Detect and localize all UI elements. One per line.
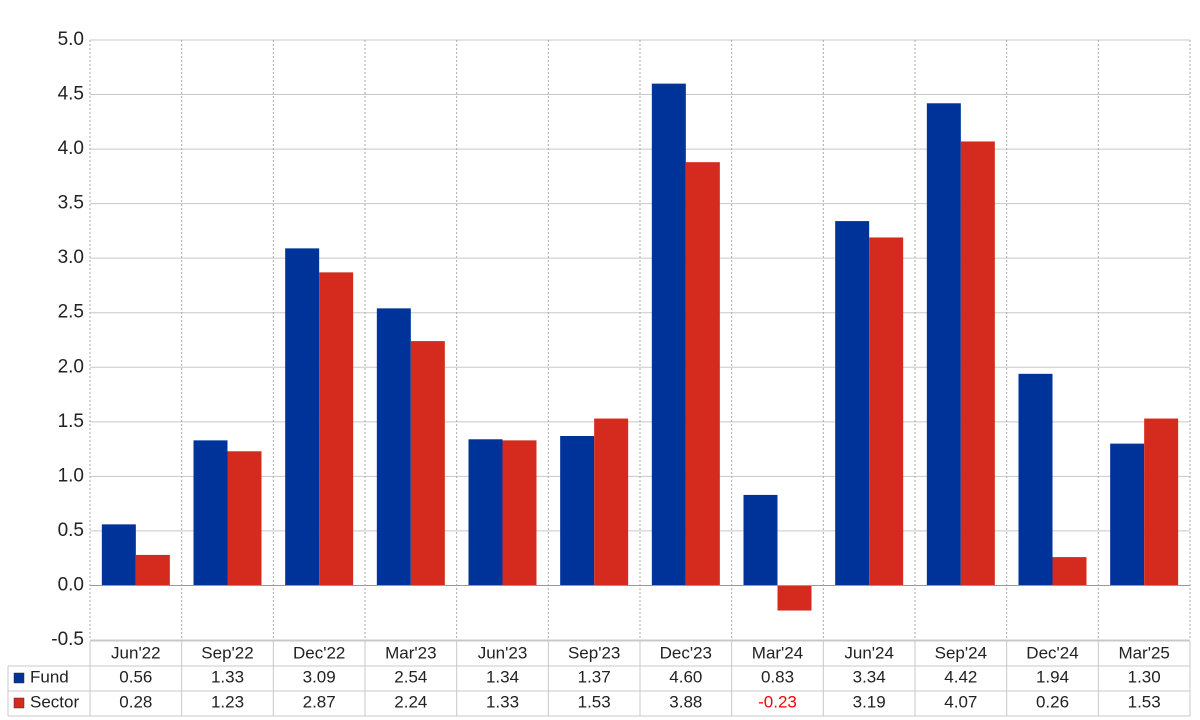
y-tick-label: 5.0 <box>58 29 84 50</box>
table-value: 0.56 <box>119 667 152 686</box>
bar <box>651 83 686 586</box>
legend-swatch <box>13 697 25 709</box>
y-tick-label: 0.5 <box>58 520 84 541</box>
table-value: 4.07 <box>944 692 977 711</box>
bar <box>926 103 961 586</box>
x-tick-label: Jun'22 <box>111 643 161 662</box>
bar <box>1144 418 1179 586</box>
x-tick-label: Jun'24 <box>844 643 894 662</box>
legend-label: Fund <box>30 667 69 686</box>
bar <box>319 272 354 586</box>
table-value: 0.28 <box>119 692 152 711</box>
bar <box>743 494 778 586</box>
table-value: 0.83 <box>761 667 794 686</box>
table-value: 1.33 <box>486 692 519 711</box>
y-tick-label: 4.0 <box>58 138 84 159</box>
bar <box>835 221 870 586</box>
y-tick-label: 1.0 <box>58 465 84 486</box>
table-value: 3.19 <box>853 692 886 711</box>
bar <box>594 418 629 586</box>
table-value: 3.34 <box>853 667 886 686</box>
table-value: 1.30 <box>1128 667 1161 686</box>
bar <box>410 341 445 586</box>
x-tick-label: Sep'24 <box>935 643 987 662</box>
table-value: 1.53 <box>578 692 611 711</box>
y-tick-label: -0.5 <box>51 629 84 650</box>
bar <box>1018 373 1053 586</box>
y-tick-label: 4.5 <box>58 84 84 105</box>
x-tick-label: Dec'24 <box>1026 643 1078 662</box>
bar <box>285 248 320 586</box>
bar <box>960 141 995 586</box>
legend-label: Sector <box>30 692 79 711</box>
bar <box>560 436 595 586</box>
y-tick-label: 2.5 <box>58 302 84 323</box>
table-value: 0.26 <box>1036 692 1069 711</box>
table-value: 1.53 <box>1128 692 1161 711</box>
table-value: 3.09 <box>303 667 336 686</box>
table-value: 1.37 <box>578 667 611 686</box>
table-value: 2.87 <box>303 692 336 711</box>
x-tick-label: Mar'25 <box>1118 643 1169 662</box>
table-value: 1.23 <box>211 692 244 711</box>
x-tick-label: Sep'22 <box>201 643 253 662</box>
y-tick-label: 3.5 <box>58 193 84 214</box>
bar <box>502 440 537 586</box>
x-tick-label: Jun'23 <box>478 643 528 662</box>
bar <box>101 524 136 586</box>
table-value: 1.94 <box>1036 667 1069 686</box>
table-value: 3.88 <box>669 692 702 711</box>
x-tick-label: Sep'23 <box>568 643 620 662</box>
bar <box>135 554 170 586</box>
bar <box>685 162 720 586</box>
y-tick-label: 3.0 <box>58 247 84 268</box>
y-tick-label: 0.0 <box>58 574 84 595</box>
bar <box>227 451 262 586</box>
x-tick-label: Mar'24 <box>752 643 803 662</box>
table-value: 4.60 <box>669 667 702 686</box>
table-value: 2.24 <box>394 692 427 711</box>
table-value: -0.23 <box>758 692 797 711</box>
bar <box>1052 557 1087 586</box>
x-tick-label: Dec'22 <box>293 643 345 662</box>
bar <box>193 440 228 586</box>
y-tick-label: 1.5 <box>58 411 84 432</box>
legend-swatch <box>13 672 25 684</box>
bar <box>777 585 812 611</box>
bar <box>1110 443 1145 586</box>
x-tick-label: Dec'23 <box>660 643 712 662</box>
table-value: 4.42 <box>944 667 977 686</box>
table-value: 2.54 <box>394 667 427 686</box>
bar <box>869 237 904 586</box>
x-tick-label: Mar'23 <box>385 643 436 662</box>
table-value: 1.33 <box>211 667 244 686</box>
bar <box>376 308 411 586</box>
table-value: 1.34 <box>486 667 519 686</box>
bar <box>468 439 503 586</box>
y-tick-label: 2.0 <box>58 356 84 377</box>
